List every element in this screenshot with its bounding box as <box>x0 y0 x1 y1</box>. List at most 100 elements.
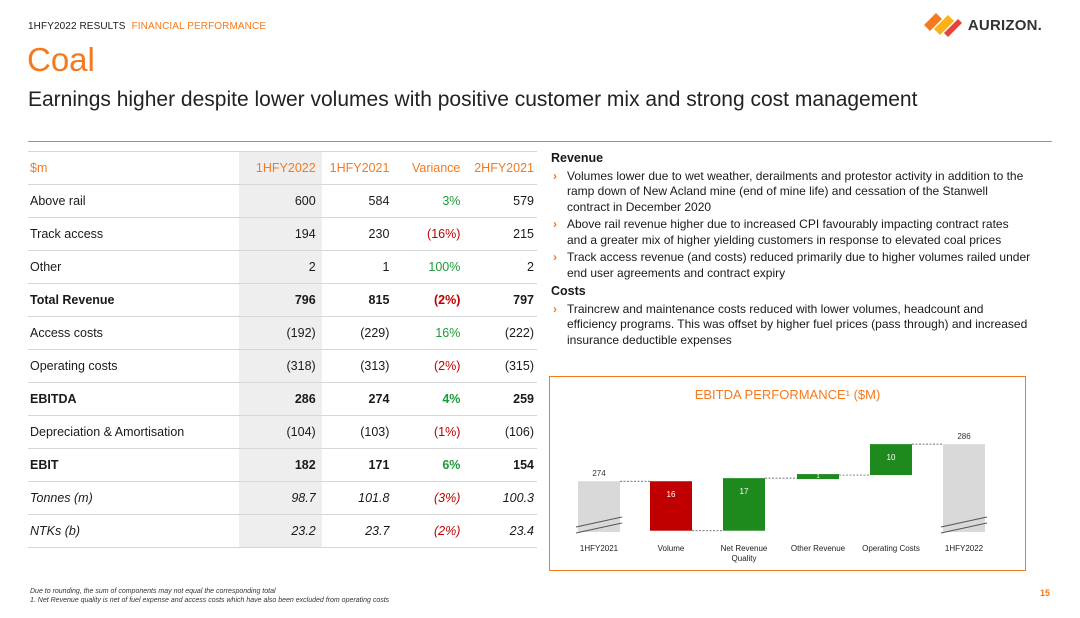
cell-1hfy2021: 23.7 <box>321 514 394 548</box>
cell-1hfy2021: (103) <box>321 415 394 449</box>
category-label: 1HFY2022 <box>945 544 984 553</box>
cell-variance: (2%) <box>393 514 465 548</box>
bar-value-label: 1 <box>816 474 820 480</box>
cell-1hfy2021: 584 <box>321 184 394 218</box>
table-header-row: $m 1HFY2022 1HFY2021 Variance 2HFY2021 <box>28 151 537 185</box>
list-item: Traincrew and maintenance costs reduced … <box>551 302 1031 349</box>
cell-2hfy2021: 23.4 <box>464 514 537 548</box>
bar-value-label: 286 <box>957 432 971 441</box>
axis-break-mark <box>575 522 623 534</box>
cell-variance: 100% <box>393 250 465 284</box>
waterfall-bar <box>870 444 912 476</box>
costs-list: Traincrew and maintenance costs reduced … <box>551 302 1031 349</box>
cell-1hfy2021: 274 <box>321 382 394 416</box>
waterfall-bar <box>943 444 985 532</box>
costs-heading: Costs <box>551 284 586 298</box>
breadcrumb-subsection: FINANCIAL PERFORMANCE <box>131 21 267 32</box>
bar-value-label: 16 <box>667 490 676 499</box>
cell-1hfy2022: 796 <box>238 283 322 317</box>
cell-variance: (3%) <box>393 481 465 515</box>
breadcrumb-section: 1HFY2022 RESULTS <box>28 21 126 32</box>
list-item: Volumes lower due to wet weather, derail… <box>551 169 1031 216</box>
footnotes: Due to rounding, the sum of components m… <box>30 587 389 605</box>
ebitda-waterfall-chart: 274 16 17 1 10 286 1HFY2021 Volume Net RevenueQu… <box>575 432 988 563</box>
waterfall-bar <box>650 481 692 531</box>
table-row: Other 2 1 100% 2 <box>28 250 537 284</box>
table-row: EBIT 182 171 6% 154 <box>28 448 537 482</box>
row-label: Track access <box>28 217 239 251</box>
cell-1hfy2022: 2 <box>238 250 322 284</box>
bar-value-label: 274 <box>592 469 606 478</box>
cell-2hfy2021: 215 <box>464 217 537 251</box>
list-item: Track access revenue (and costs) reduced… <box>551 250 1031 281</box>
financial-table: $m 1HFY2022 1HFY2021 Variance 2HFY2021 A… <box>28 151 537 548</box>
header-cell: 1HFY2022 <box>238 151 322 185</box>
page-subtitle: Earnings higher despite lower volumes wi… <box>28 88 918 111</box>
cell-variance: 16% <box>393 316 465 350</box>
category-label: Other Revenue <box>791 544 846 553</box>
cell-variance: (2%) <box>393 283 465 317</box>
row-label: Above rail <box>28 184 239 218</box>
category-label: Operating Costs <box>862 544 920 553</box>
row-label: Total Revenue <box>28 283 239 317</box>
row-label: EBIT <box>28 448 239 482</box>
axis-break-mark <box>575 516 623 528</box>
table-row: Access costs (192) (229) 16% (222) <box>28 316 537 350</box>
cell-1hfy2022: 194 <box>238 217 322 251</box>
cell-2hfy2021: 259 <box>464 382 537 416</box>
ebitda-chart-panel: EBITDA PERFORMANCE¹ ($M) 274 16 17 1 10 286 1H… <box>549 376 1026 571</box>
row-label: Depreciation & Amortisation <box>28 415 239 449</box>
cell-1hfy2021: (229) <box>321 316 394 350</box>
table-row: Tonnes (m) 98.7 101.8 (3%) 100.3 <box>28 481 537 515</box>
cell-1hfy2021: 171 <box>321 448 394 482</box>
cell-1hfy2022: 23.2 <box>238 514 322 548</box>
waterfall-bar <box>578 481 620 532</box>
cell-2hfy2021: 2 <box>464 250 537 284</box>
table-row: Operating costs (318) (313) (2%) (315) <box>28 349 537 383</box>
table-row: Track access 194 230 (16%) 215 <box>28 217 537 251</box>
cell-variance: 3% <box>393 184 465 218</box>
cell-1hfy2022: 182 <box>238 448 322 482</box>
waterfall-bar <box>723 478 765 531</box>
row-label: EBITDA <box>28 382 239 416</box>
row-label: Other <box>28 250 239 284</box>
row-label: Tonnes (m) <box>28 481 239 515</box>
category-label: 1HFY2021 <box>580 544 619 553</box>
row-label: Access costs <box>28 316 239 350</box>
cell-1hfy2022: (318) <box>238 349 322 383</box>
cell-2hfy2021: 797 <box>464 283 537 317</box>
cell-1hfy2021: 1 <box>321 250 394 284</box>
cell-1hfy2021: 230 <box>321 217 394 251</box>
table-row: Depreciation & Amortisation (104) (103) … <box>28 415 537 449</box>
axis-break-mark <box>940 516 988 528</box>
revenue-list: Volumes lower due to wet weather, derail… <box>551 169 1031 282</box>
aurizon-logo-icon <box>923 13 962 37</box>
header-cell: 2HFY2021 <box>464 151 537 185</box>
row-label: NTKs (b) <box>28 514 239 548</box>
cell-2hfy2021: 154 <box>464 448 537 482</box>
cell-variance: 6% <box>393 448 465 482</box>
footnote: 1. Net Revenue quality is net of fuel ex… <box>30 597 390 604</box>
cell-2hfy2021: 579 <box>464 184 537 218</box>
table-row: EBITDA 286 274 4% 259 <box>28 382 537 416</box>
cell-variance: (1%) <box>393 415 465 449</box>
table-row: Total Revenue 796 815 (2%) 797 <box>28 283 537 317</box>
table-row: Above rail 600 584 3% 579 <box>28 184 537 218</box>
header-cell: Variance <box>393 151 465 185</box>
cell-2hfy2021: (222) <box>464 316 537 350</box>
table-row: NTKs (b) 23.2 23.7 (2%) 23.4 <box>28 514 537 548</box>
cell-1hfy2022: (104) <box>238 415 322 449</box>
cell-variance: (16%) <box>393 217 465 251</box>
footnote: Due to rounding, the sum of components m… <box>30 588 276 595</box>
page-title: Coal <box>27 41 95 78</box>
cell-variance: 4% <box>393 382 465 416</box>
category-label: Net Revenue <box>721 544 768 553</box>
revenue-heading: Revenue <box>551 151 604 165</box>
commentary-panel: Revenue Volumes lower due to wet weather… <box>551 151 1031 351</box>
list-item: Above rail revenue higher due to increas… <box>551 217 1031 248</box>
aurizon-logo: AURIZON. <box>922 8 1042 42</box>
page-number: 15 <box>1039 588 1050 598</box>
header-cell: 1HFY2021 <box>321 151 394 185</box>
cell-1hfy2022: 98.7 <box>238 481 322 515</box>
cell-variance: (2%) <box>393 349 465 383</box>
